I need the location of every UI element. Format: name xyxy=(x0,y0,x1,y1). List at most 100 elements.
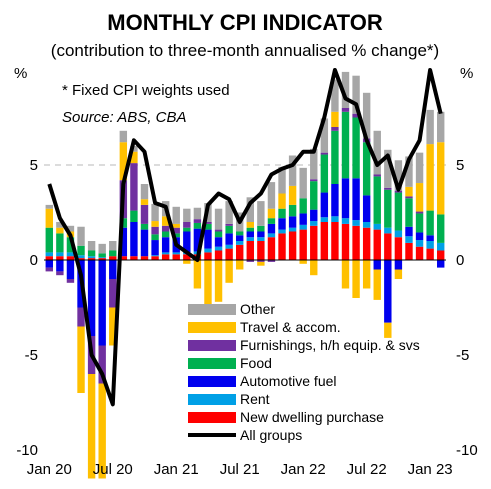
bar-rent xyxy=(320,217,329,222)
y-tick-labels: -10 -10 -5 -5 0 0 5 5 xyxy=(16,157,477,459)
bar-layer xyxy=(45,71,445,479)
bar-furnishings-h-h-equip-svs xyxy=(56,271,64,276)
bar-new-dwelling-purchase xyxy=(299,229,307,260)
bar-food xyxy=(204,223,212,230)
bar-automotive-fuel xyxy=(426,235,434,241)
bar-travel-accom xyxy=(384,322,392,338)
bar-automotive-fuel xyxy=(225,233,233,245)
bar-travel-accom xyxy=(130,151,138,164)
bar-rent xyxy=(172,252,180,255)
chart-title: MONTHLY CPI INDICATOR xyxy=(107,10,383,35)
x-tick-labels: Jan 20 Jul 20 Jan 21 Jul 21 Jan 22 Jul 22 Jan … xyxy=(27,461,453,478)
legend-swatch-food xyxy=(188,358,236,369)
bar-travel-accom xyxy=(225,260,233,283)
bar-new-dwelling-purchase xyxy=(437,250,445,260)
bar-food xyxy=(373,176,381,224)
bar-new-dwelling-purchase xyxy=(331,222,339,260)
bar-automotive-fuel xyxy=(394,260,403,270)
bar-automotive-fuel xyxy=(437,260,445,268)
bar-other xyxy=(394,160,403,191)
bar-travel-accom xyxy=(119,142,128,181)
bar-furnishings-h-h-equip-svs xyxy=(267,260,276,262)
bar-new-dwelling-purchase xyxy=(98,258,106,260)
bar-rent xyxy=(394,230,403,238)
bar-travel-accom xyxy=(331,111,339,127)
bar-food xyxy=(352,117,360,179)
legend-label-rent: Rent xyxy=(240,391,270,407)
legend-label-automotive-fuel: Automotive fuel xyxy=(240,373,337,389)
bar-other xyxy=(77,226,85,246)
bar-travel-accom xyxy=(172,223,180,228)
bar-new-dwelling-purchase xyxy=(405,242,413,260)
bar-travel-accom xyxy=(193,260,202,289)
bar-automotive-fuel xyxy=(415,232,424,241)
bar-furnishings-h-h-equip-svs xyxy=(384,187,392,190)
bar-rent xyxy=(225,244,233,249)
bar-travel-accom xyxy=(405,186,413,197)
x-tick-label: Jul 21 xyxy=(220,461,260,478)
bar-rent xyxy=(362,222,371,228)
bar-rent xyxy=(278,229,286,234)
bar-food xyxy=(183,227,191,232)
bar-automotive-fuel xyxy=(66,260,75,279)
bar-food xyxy=(341,111,350,179)
bar-travel-accom xyxy=(415,183,424,212)
bar-other xyxy=(299,167,307,199)
bar-other xyxy=(415,152,424,184)
bar-rent xyxy=(45,252,53,257)
bar-food xyxy=(66,237,75,253)
bar-furnishings-h-h-equip-svs xyxy=(130,163,138,211)
bar-automotive-fuel xyxy=(257,231,265,238)
bar-food xyxy=(246,227,254,232)
bar-food xyxy=(437,214,445,243)
bar-new-dwelling-purchase xyxy=(384,233,392,260)
bar-food xyxy=(278,208,286,219)
bar-automotive-fuel xyxy=(183,231,191,253)
bar-furnishings-h-h-equip-svs xyxy=(66,279,75,283)
bar-furnishings-h-h-equip-svs xyxy=(373,174,381,177)
bar-automotive-fuel xyxy=(362,195,371,222)
bar-new-dwelling-purchase xyxy=(119,256,128,260)
bar-food xyxy=(405,198,413,227)
bar-automotive-fuel xyxy=(267,223,276,234)
x-tick-label: Jan 21 xyxy=(154,461,199,478)
bar-rent xyxy=(437,242,445,251)
bar-furnishings-h-h-equip-svs xyxy=(352,113,360,118)
legend-swatch-automotive-fuel xyxy=(188,376,236,387)
bar-new-dwelling-purchase xyxy=(320,222,329,260)
bar-new-dwelling-purchase xyxy=(257,241,265,260)
bar-new-dwelling-purchase xyxy=(77,258,85,260)
legend-swatch-other xyxy=(188,304,236,315)
source-text: Source: ABS, CBA xyxy=(62,109,187,126)
bar-travel-accom xyxy=(140,199,149,205)
bar-rent xyxy=(384,227,392,234)
bar-travel-accom xyxy=(204,260,212,308)
legend-label-all-groups: All groups xyxy=(240,427,302,443)
y-unit-left: % xyxy=(14,65,27,82)
bar-furnishings-h-h-equip-svs xyxy=(109,279,117,308)
bar-new-dwelling-purchase xyxy=(56,256,64,260)
bar-rent xyxy=(373,223,381,230)
bar-travel-accom xyxy=(299,260,307,264)
bar-rent xyxy=(299,224,307,230)
y-tick-label-left: -10 xyxy=(16,442,38,459)
legend-swatch-new-dwelling-purchase xyxy=(188,412,236,423)
bar-new-dwelling-purchase xyxy=(109,256,117,260)
bar-automotive-fuel xyxy=(246,231,254,238)
bar-rent xyxy=(214,246,223,251)
bar-other xyxy=(87,241,96,251)
bar-food xyxy=(140,223,149,230)
bar-rent xyxy=(87,256,96,259)
bar-new-dwelling-purchase xyxy=(373,229,381,260)
bar-other xyxy=(214,208,223,230)
bar-automotive-fuel xyxy=(320,192,329,218)
legend-label-food: Food xyxy=(240,355,272,371)
bar-food xyxy=(288,204,297,217)
bar-rent xyxy=(257,237,265,241)
y-unit-right: % xyxy=(460,65,473,82)
bar-furnishings-h-h-equip-svs xyxy=(140,204,149,224)
bar-furnishings-h-h-equip-svs xyxy=(172,227,180,234)
bar-food xyxy=(77,245,85,256)
x-tick-label: Jul 20 xyxy=(93,461,133,478)
